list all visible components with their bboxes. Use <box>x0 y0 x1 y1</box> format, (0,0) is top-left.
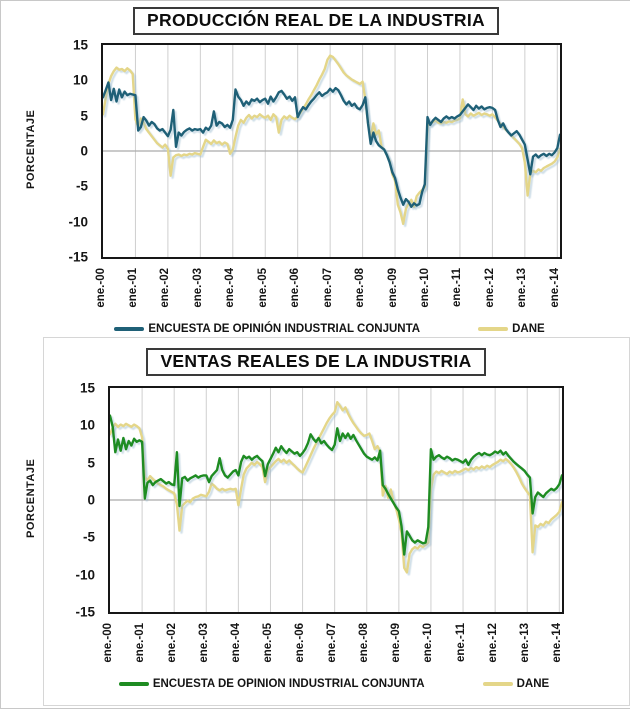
plot-area <box>108 386 564 614</box>
y-axis-ticks: 15 10 5 0 -5 -10 -15 <box>1 38 95 265</box>
legend-label-dane: DANE <box>512 323 545 335</box>
x-tick-label: ene.-01 <box>133 623 146 663</box>
x-tick-label: ene.-04 <box>229 623 242 663</box>
x-tick-label: ene.-00 <box>101 623 114 663</box>
sales-chart-title: VENTAS REALES DE LA INDUSTRIA <box>146 348 486 376</box>
legend-item-dane: DANE <box>482 678 550 690</box>
x-tick-label: ene.-03 <box>191 268 204 308</box>
y-tick-label: -10 <box>68 214 88 230</box>
y-tick-label: -10 <box>75 567 95 583</box>
y-tick-label: -15 <box>68 249 88 265</box>
y-tick-label: 0 <box>87 492 95 508</box>
sales-chart-section: VENTAS REALES DE LA INDUSTRIA PORCENTAJE… <box>1 348 630 690</box>
x-tick-label: ene.-06 <box>289 268 302 308</box>
y-tick-label: 5 <box>80 108 88 124</box>
x-tick-label: ene.-01 <box>126 268 139 308</box>
eoic-line-swatch <box>114 327 145 331</box>
x-tick-label: ene.-11 <box>454 623 467 662</box>
x-tick-label: ene.-06 <box>294 623 307 663</box>
x-tick-label: ene.-13 <box>516 268 529 308</box>
legend-item-eoic: ENCUESTA DE OPINIÓN INDUSTRIAL CONJUNTA <box>114 323 420 335</box>
x-tick-label: ene.-03 <box>197 623 210 663</box>
x-tick-label: ene.-10 <box>422 623 435 663</box>
x-tick-label: ene.-07 <box>326 623 339 663</box>
x-tick-label: ene.-11 <box>451 268 464 307</box>
dane-line-swatch <box>478 327 509 331</box>
y-tick-label: -15 <box>75 604 95 620</box>
y-tick-label: 15 <box>72 37 88 53</box>
x-tick-label: ene.-12 <box>486 623 499 663</box>
dane-line-swatch <box>482 682 513 686</box>
series-line-dane <box>103 54 560 226</box>
x-tick-label: ene.-02 <box>159 268 172 308</box>
eoic-line-swatch <box>118 682 149 686</box>
x-tick-label: ene.-14 <box>548 268 561 308</box>
x-tick-label: ene.-02 <box>165 623 178 663</box>
x-tick-label: ene.-09 <box>386 268 399 308</box>
x-tick-label: ene.-04 <box>224 268 237 308</box>
y-tick-label: -5 <box>75 178 88 194</box>
legend-label-eoic: ENCUESTA DE OPINION INDUSTRIAL CONJUNTA <box>152 678 425 690</box>
x-tick-label: ene.-10 <box>418 268 431 308</box>
x-tick-label: ene.-08 <box>358 623 371 663</box>
y-tick-label: -5 <box>82 529 95 545</box>
production-chart-title: PRODUCCIÓN REAL DE LA INDUSTRIA <box>133 7 499 35</box>
x-tick-label: ene.-05 <box>256 268 269 308</box>
x-tick-label: ene.-14 <box>550 623 563 663</box>
x-axis-ticks: ene.-00 ene.-01 ene.-02 ene.-03 ene.-04 ene.-… <box>102 623 563 671</box>
series-line-encuesta-de-opini-n-industrial-conjunta <box>103 81 560 209</box>
x-tick-label: ene.-00 <box>94 268 107 308</box>
y-tick-label: 15 <box>79 380 95 396</box>
production-chart-section: PRODUCCIÓN REAL DE LA INDUSTRIA PORCENTA… <box>1 7 630 335</box>
legend-label-dane: DANE <box>516 678 550 690</box>
legend: ENCUESTA DE OPINION INDUSTRIAL CONJUNTA … <box>108 678 560 690</box>
series-line-dane <box>110 400 562 574</box>
series-line-encuesta-de-opinion-industrial-conjunta <box>110 414 562 556</box>
y-tick-label: 0 <box>80 143 88 159</box>
y-tick-label: 5 <box>87 455 95 471</box>
x-tick-label: ene.-12 <box>483 268 496 308</box>
x-tick-label: ene.-13 <box>518 623 531 663</box>
x-tick-label: ene.-08 <box>354 268 367 308</box>
legend-item-dane: DANE <box>478 323 545 335</box>
y-tick-label: 10 <box>79 417 95 433</box>
x-tick-label: ene.-07 <box>321 268 334 308</box>
y-axis-ticks: 15 10 5 0 -5 -10 -15 <box>1 381 102 620</box>
legend: ENCUESTA DE OPINIÓN INDUSTRIAL CONJUNTA … <box>101 323 558 335</box>
x-tick-label: ene.-09 <box>390 623 403 663</box>
plot-area <box>101 43 562 259</box>
y-tick-label: 10 <box>72 72 88 88</box>
x-axis-ticks: ene.-00 ene.-01 ene.-02 ene.-03 ene.-04 ene.-… <box>95 268 561 316</box>
x-tick-label: ene.-05 <box>261 623 274 663</box>
legend-item-eoic: ENCUESTA DE OPINION INDUSTRIAL CONJUNTA <box>118 678 425 690</box>
legend-label-eoic: ENCUESTA DE OPINIÓN INDUSTRIAL CONJUNTA <box>148 323 421 335</box>
